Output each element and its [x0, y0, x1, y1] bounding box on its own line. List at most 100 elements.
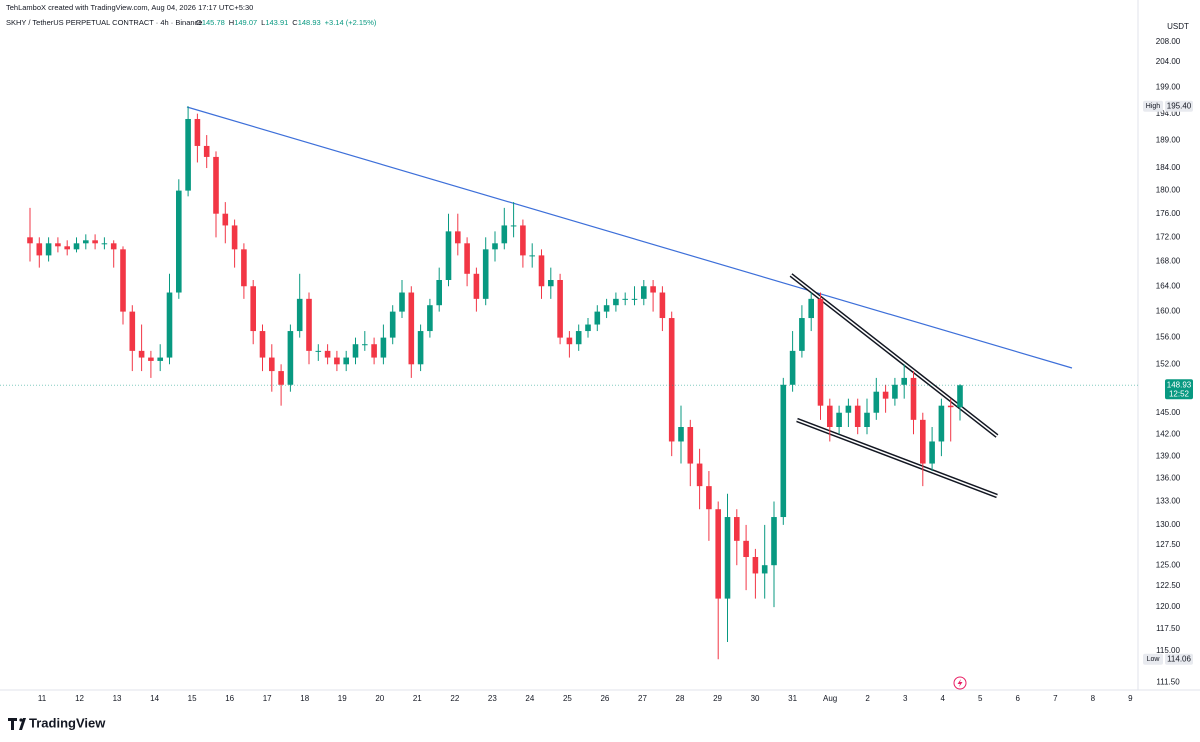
candle-body	[101, 243, 108, 245]
candle-body	[203, 145, 210, 157]
chart-title: SKHY / TetherUS PERPETUAL CONTRACT · 4h …	[6, 18, 202, 27]
candle-body	[129, 311, 136, 351]
countdown: 12:52	[1169, 389, 1190, 398]
marker-box	[1143, 100, 1163, 112]
brand: TradingView	[29, 715, 106, 730]
candle-body	[771, 517, 777, 566]
candle-body	[789, 350, 796, 385]
last-price: 148.93	[1167, 380, 1192, 389]
candle-body	[920, 419, 926, 464]
y-tick-label: 189.00	[1156, 136, 1181, 145]
y-tick-label: 208.00	[1156, 37, 1181, 46]
candle-body	[138, 350, 145, 358]
candle-body	[148, 357, 154, 361]
candle-body	[492, 243, 498, 250]
x-tick-label: 5	[978, 694, 983, 703]
x-tick-label: 13	[113, 694, 122, 703]
y-tick-label: 136.00	[1156, 474, 1181, 483]
candle-body	[827, 405, 833, 428]
candle-body	[529, 255, 535, 257]
candle-body	[845, 405, 852, 413]
x-tick-label: 26	[600, 694, 609, 703]
y-tick-label: 164.00	[1156, 281, 1181, 290]
x-tick-label: 16	[225, 694, 234, 703]
alert-icon[interactable]	[953, 676, 967, 690]
candle-body	[585, 324, 591, 332]
x-tick-label: 8	[1091, 694, 1096, 703]
x-tick-label: 22	[450, 694, 459, 703]
logo-mark	[8, 718, 26, 730]
candle-body	[222, 213, 229, 226]
y-tick-label: 133.00	[1156, 497, 1181, 506]
y-tick-label: 120.00	[1156, 602, 1181, 611]
candle-body	[408, 292, 415, 365]
candles	[27, 106, 963, 660]
candle-body	[510, 225, 517, 227]
candle-body	[334, 357, 340, 365]
marker-value: 114.06	[1167, 654, 1191, 663]
y-tick-label: 117.50	[1156, 624, 1180, 633]
y-tick-label: 194.00	[1156, 109, 1181, 118]
candle-body	[157, 357, 163, 361]
candle-body	[743, 540, 749, 558]
candle-body	[622, 298, 628, 300]
x-tick-label: 11	[38, 694, 47, 703]
candle-body	[538, 255, 545, 287]
ohlc-value: 145.78	[202, 18, 225, 27]
candle-body	[436, 279, 442, 306]
trend-line	[186, 106, 1073, 369]
candle-body	[780, 384, 787, 518]
candle-body	[445, 231, 452, 280]
currency: USDT	[1167, 22, 1189, 31]
x-tick-label: 17	[263, 694, 272, 703]
x-tick-label: 2	[865, 694, 870, 703]
candle-body	[269, 357, 275, 372]
channel	[789, 273, 999, 499]
candle-body	[808, 298, 814, 319]
candle-body	[120, 249, 126, 312]
candle-body	[176, 190, 182, 293]
candle-body	[548, 279, 554, 287]
candle-body	[250, 286, 256, 332]
candle-body	[687, 427, 694, 464]
candle-body	[650, 286, 656, 293]
candle-body	[45, 243, 52, 256]
x-tick-label: 21	[413, 694, 422, 703]
x-tick-label: 24	[525, 694, 534, 703]
candle-body	[613, 298, 619, 306]
candle-body	[241, 249, 247, 287]
candle-body	[715, 509, 721, 599]
ohlc-key: O	[196, 18, 202, 27]
alert-circle[interactable]	[953, 676, 967, 690]
y-tick-label: 204.00	[1156, 57, 1181, 66]
candle-body	[520, 225, 526, 256]
candle-body	[882, 391, 889, 399]
candle-body	[668, 318, 675, 442]
x-tick-label: 3	[903, 694, 908, 703]
x-tick-label: 30	[751, 694, 760, 703]
ohlc-key: L	[261, 18, 265, 27]
ohlc-readout: O145.78 H149.07 L143.91 C148.93 +3.14 (+2.15…	[196, 18, 377, 27]
x-tick-label: 31	[788, 694, 797, 703]
candle-body	[603, 305, 610, 312]
x-tick-label: Aug	[823, 694, 837, 703]
candle-body	[231, 225, 238, 250]
logo	[8, 718, 26, 730]
candle-body	[594, 311, 601, 325]
candle-body	[166, 292, 173, 358]
candle-body	[910, 377, 917, 420]
y-tick-label: 125.00	[1156, 560, 1181, 569]
candle-body	[259, 331, 266, 358]
alert-bolt[interactable]	[957, 679, 963, 687]
candle-body	[473, 273, 480, 299]
candle-body	[73, 243, 80, 250]
x-tick-label: 25	[563, 694, 572, 703]
x-tick-label: 14	[150, 694, 159, 703]
marker-value-box	[1165, 653, 1193, 665]
candle-body	[343, 357, 349, 365]
candle-body	[734, 517, 740, 541]
marker-box	[1143, 653, 1163, 665]
